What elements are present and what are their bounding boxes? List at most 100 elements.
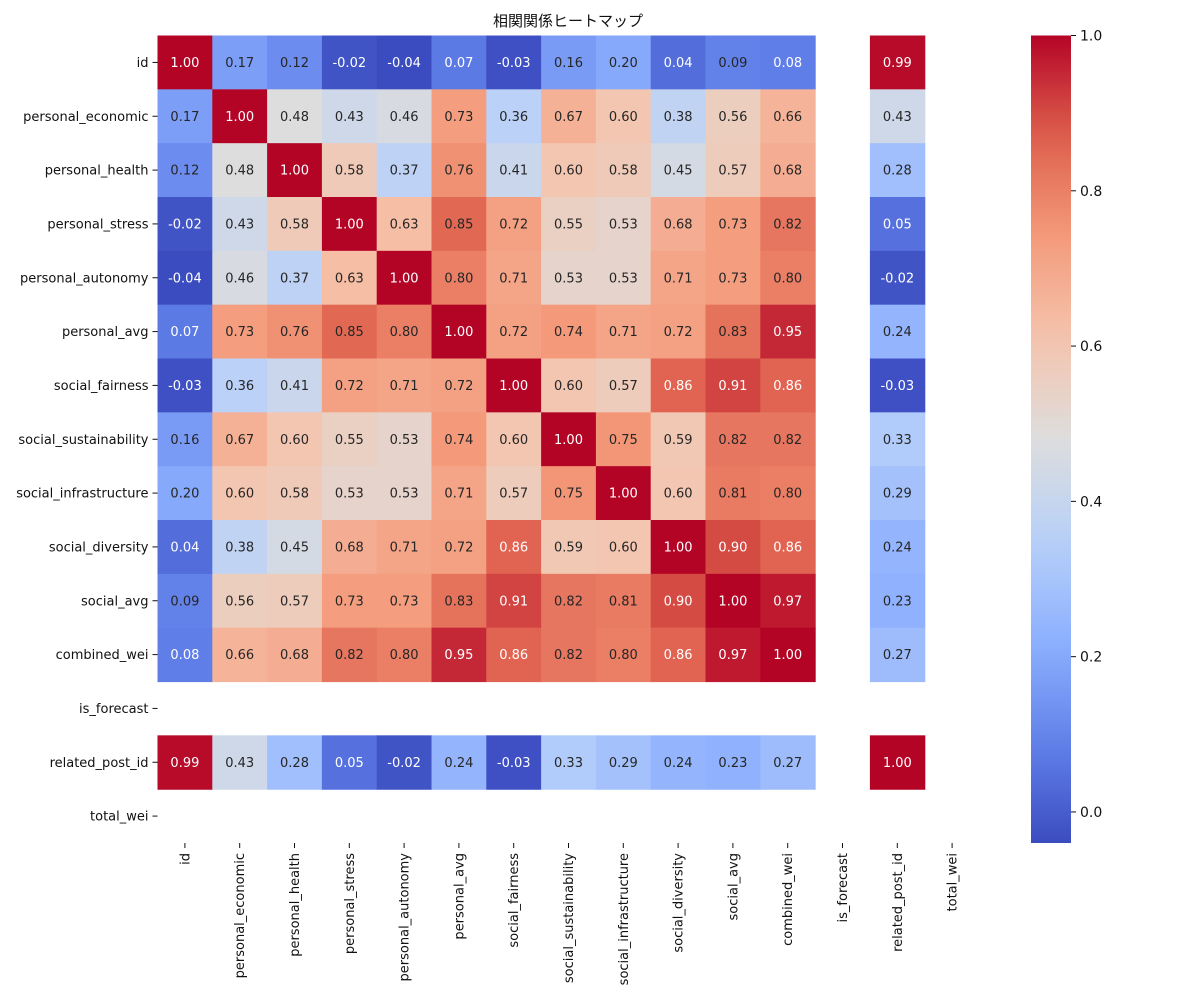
y-tick-label-social_diversity: social_diversity (49, 540, 149, 555)
heatmap-cell-personal_economic-social_sustainability (541, 89, 597, 144)
cell-value-label-personal_autonomy-personal_economic: 0.46 (225, 271, 254, 286)
x-tick-label-social_avg: social_avg (726, 853, 741, 920)
heatmap-cell-id-related_post_id (869, 35, 926, 90)
cell-value-label-personal_avg-social_diversity: 0.72 (664, 325, 693, 340)
cell-value-label-social_fairness-social_diversity: 0.86 (664, 379, 693, 394)
cell-value-label-id-social_fairness: -0.03 (497, 56, 531, 71)
cell-value-label-personal_health-related_post_id: 0.28 (883, 164, 912, 179)
cell-value-label-social_diversity-personal_health: 0.45 (280, 540, 309, 555)
cell-value-label-personal_economic-personal_health: 0.48 (280, 110, 309, 125)
heatmap-cell-personal_health-social_sustainability (541, 143, 597, 198)
heatmap-cell-personal_health-related_post_id (869, 143, 926, 198)
heatmap-cell-related_post_id-personal_economic (212, 735, 268, 790)
cell-value-label-personal_health-social_infrastructure: 0.58 (609, 164, 638, 179)
heatmap-cell-social_fairness-personal_health (267, 358, 323, 413)
heatmap-cell-personal_stress-social_avg (705, 197, 761, 252)
heatmap-cell-social_diversity-social_infrastructure (595, 520, 652, 575)
heatmap-cell-social_sustainability-id (157, 412, 213, 467)
cell-value-label-related_post_id-personal_avg: 0.24 (444, 756, 473, 771)
cell-value-label-social_infrastructure-personal_economic: 0.60 (225, 487, 254, 502)
cell-value-label-social_avg-related_post_id: 0.23 (883, 594, 912, 609)
heatmap-cell-social_infrastructure-social_sustainability (541, 466, 597, 521)
y-tick-label-id: id (137, 56, 149, 71)
cell-value-label-social_fairness-personal_avg: 0.72 (444, 379, 473, 394)
cell-value-label-personal_autonomy-personal_stress: 0.63 (335, 271, 364, 286)
heatmap-cell-social_avg-combined_wei (760, 573, 816, 629)
heatmap-cell-personal_stress-personal_economic (212, 197, 268, 252)
cell-value-label-combined_wei-personal_health: 0.68 (280, 648, 309, 663)
heatmap-cell-social_fairness-social_fairness (486, 358, 542, 413)
cell-value-label-social_fairness-social_fairness: 1.00 (499, 379, 528, 394)
cell-value-label-personal_avg-social_avg: 0.83 (718, 325, 747, 340)
heatmap-cell-social_infrastructure-related_post_id (869, 466, 926, 521)
heatmap-cell-personal_autonomy-personal_stress (321, 250, 378, 306)
cell-value-label-combined_wei-social_infrastructure: 0.80 (609, 648, 638, 663)
cell-value-label-social_diversity-social_fairness: 0.86 (499, 540, 528, 555)
cell-value-label-social_avg-personal_stress: 0.73 (335, 594, 364, 609)
heatmap-cell-social_fairness-id (157, 358, 213, 413)
cell-value-label-personal_avg-social_fairness: 0.72 (499, 325, 528, 340)
heatmap-cell-personal_stress-personal_stress (321, 197, 378, 252)
cell-value-label-personal_health-personal_economic: 0.48 (225, 164, 254, 179)
heatmap-cell-social_sustainability-personal_economic (212, 412, 268, 467)
y-tick-label-social_fairness: social_fairness (54, 379, 149, 394)
heatmap-cell-social_sustainability-social_sustainability (541, 412, 597, 467)
heatmap-cell-social_fairness-personal_stress (321, 358, 378, 413)
y-tick-label-personal_health: personal_health (45, 164, 149, 179)
cell-value-label-personal_stress-id: -0.02 (168, 217, 202, 232)
cell-value-label-social_avg-social_avg: 1.00 (718, 594, 747, 609)
cell-value-label-social_sustainability-combined_wei: 0.82 (773, 433, 802, 448)
cell-value-label-combined_wei-related_post_id: 0.27 (883, 648, 912, 663)
cell-value-label-personal_stress-social_infrastructure: 0.53 (609, 217, 638, 232)
cell-value-label-social_sustainability-personal_economic: 0.67 (225, 433, 254, 448)
heatmap-cell-personal_avg-personal_economic (212, 304, 268, 360)
heatmap-cell-social_diversity-personal_autonomy (376, 520, 433, 575)
cell-value-label-personal_stress-social_sustainability: 0.55 (554, 217, 583, 232)
y-tick-label-social_avg: social_avg (81, 594, 148, 609)
cell-value-label-social_sustainability-related_post_id: 0.33 (883, 433, 912, 448)
cell-value-label-social_sustainability-personal_stress: 0.55 (335, 433, 364, 448)
cell-value-label-personal_autonomy-combined_wei: 0.80 (773, 271, 802, 286)
cell-value-label-personal_economic-combined_wei: 0.66 (773, 110, 802, 125)
heatmap-cell-combined_wei-personal_economic (212, 627, 268, 683)
cell-value-label-related_post_id-related_post_id: 1.00 (883, 756, 912, 771)
cell-value-label-social_diversity-personal_avg: 0.72 (444, 540, 473, 555)
cell-value-label-id-personal_economic: 0.17 (225, 56, 254, 71)
cell-value-label-combined_wei-personal_avg: 0.95 (444, 648, 473, 663)
cell-value-label-related_post_id-personal_autonomy: -0.02 (387, 756, 421, 771)
cell-value-label-social_infrastructure-social_diversity: 0.60 (664, 487, 693, 502)
heatmap-cell-related_post_id-social_infrastructure (595, 735, 652, 790)
heatmap-cell-social_diversity-personal_health (267, 520, 323, 575)
cell-value-label-personal_stress-personal_avg: 0.85 (444, 217, 473, 232)
heatmap-cell-personal_health-personal_autonomy (376, 143, 433, 198)
cell-value-label-social_fairness-related_post_id: -0.03 (880, 379, 914, 394)
cell-value-label-personal_avg-personal_avg: 1.00 (444, 325, 473, 340)
cell-value-label-personal_autonomy-personal_autonomy: 1.00 (390, 271, 419, 286)
heatmap-cell-social_diversity-personal_avg (431, 520, 487, 575)
cell-value-label-social_diversity-social_infrastructure: 0.60 (609, 540, 638, 555)
x-tick-label-social_diversity: social_diversity (672, 853, 687, 953)
y-tick-label-is_forecast: is_forecast (79, 702, 148, 717)
cell-value-label-personal_health-personal_stress: 0.58 (335, 164, 364, 179)
heatmap-cell-social_infrastructure-personal_economic (212, 466, 268, 521)
heatmap-cell-personal_economic-personal_stress (321, 89, 378, 144)
heatmap-cell-social_avg-personal_avg (431, 573, 487, 629)
heatmap-cell-related_post_id-id (157, 735, 213, 790)
cell-value-label-social_fairness-social_avg: 0.91 (718, 379, 747, 394)
y-tick-label-combined_wei: combined_wei (56, 648, 149, 663)
cell-value-label-related_post_id-id: 0.99 (170, 756, 199, 771)
colorbar-scale (1031, 35, 1071, 843)
heatmap-cell-personal_autonomy-related_post_id (869, 250, 926, 306)
cell-value-label-related_post_id-personal_stress: 0.05 (335, 756, 364, 771)
cell-value-label-personal_autonomy-social_fairness: 0.71 (499, 271, 528, 286)
x-tick-label-combined_wei: combined_wei (781, 853, 796, 946)
heatmap-cell-personal_stress-id (157, 197, 213, 252)
y-tick-label-total_wei: total_wei (90, 810, 148, 825)
cell-value-label-social_sustainability-personal_autonomy: 0.53 (390, 433, 419, 448)
heatmap-cell-personal_economic-social_diversity (650, 89, 707, 144)
cell-value-label-personal_economic-personal_economic: 1.00 (225, 110, 254, 125)
heatmap-cell-social_avg-social_infrastructure (595, 573, 652, 629)
heatmap-cell-social_diversity-social_sustainability (541, 520, 597, 575)
cell-value-label-personal_autonomy-personal_avg: 0.80 (444, 271, 473, 286)
heatmap-cell-social_sustainability-personal_avg (431, 412, 487, 467)
